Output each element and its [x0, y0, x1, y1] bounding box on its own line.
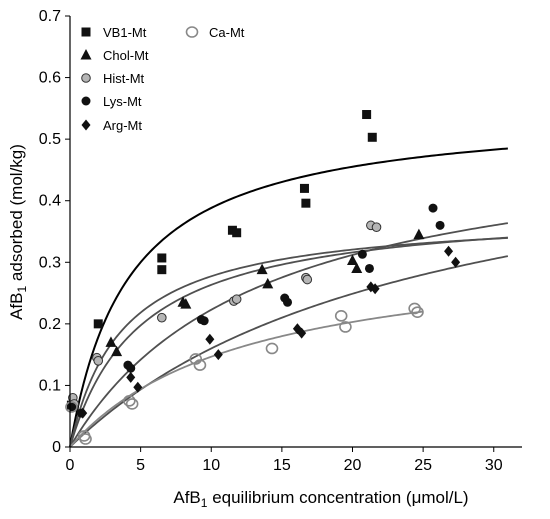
x-tick-label: 25 [414, 457, 432, 474]
x-axis-label: AfB1 equilibrium concentration (μmol/L) [173, 488, 468, 510]
point-ca-mt [123, 395, 136, 407]
point-hist-mt [157, 312, 167, 323]
point-hist-mt [93, 356, 104, 366]
point-arg-mt [297, 327, 307, 339]
x-tick-label: 30 [485, 457, 503, 474]
point-ca-mt [125, 398, 139, 410]
point-lys-mt [428, 203, 438, 213]
point-lys-mt [126, 363, 136, 373]
point-arg-mt [444, 245, 454, 257]
legend-item-hist-mt: Hist-Mt [81, 71, 145, 86]
legend-label-vb1-mt: VB1-Mt [103, 25, 147, 40]
y-tick-label: 0.1 [39, 377, 61, 394]
fit-curve-lys-mt [69, 222, 509, 448]
point-arg-mt [370, 283, 380, 295]
fit-curve-vb1-mt [69, 147, 508, 448]
legend-marker-chol-mt [80, 49, 92, 60]
y-tick-label: 0.2 [39, 316, 61, 333]
y-tick-label: 0.6 [39, 70, 61, 87]
legend-marker-ca-mt [185, 26, 199, 38]
x-axis-label-sub: 1 [201, 496, 208, 510]
point-arg-mt [451, 256, 461, 268]
point-vb1-mt [232, 228, 242, 238]
x-tick-label: 15 [273, 457, 291, 474]
legend-label-lys-mt: Lys-Mt [103, 94, 142, 109]
legend-marker-arg-mt [81, 119, 91, 131]
x-tick-label: 10 [202, 457, 220, 474]
y-axis-label: AfB1 adsorbed (mol/kg) [7, 144, 29, 320]
legend-marker-lys-mt [81, 96, 91, 106]
point-hist-mt [231, 294, 242, 305]
y-axis-label-sub: 1 [15, 286, 29, 293]
y-tick-label: 0.4 [39, 193, 61, 210]
point-lys-mt [199, 316, 209, 326]
point-chol-mt [111, 345, 123, 357]
point-ca-mt [334, 310, 348, 322]
fit-curve-arg-mt [69, 255, 509, 448]
x-tick-label: 5 [136, 457, 145, 474]
x-axis-label-post: equilibrium concentration (μmol/L) [207, 488, 468, 507]
axes-group [69, 16, 522, 448]
point-arg-mt [133, 381, 143, 393]
y-tick-label: 0.7 [39, 8, 61, 25]
legend-item-lys-mt: Lys-Mt [81, 94, 142, 109]
legend-label-ca-mt: Ca-Mt [209, 25, 245, 40]
point-ca-mt [79, 433, 92, 445]
point-chol-mt [347, 254, 358, 265]
fit-curve-hist-mt [69, 236, 508, 448]
point-lys-mt [364, 263, 374, 273]
point-chol-mt [105, 336, 117, 347]
point-ca-mt [411, 306, 424, 318]
legend-label-hist-mt: Hist-Mt [103, 71, 145, 86]
point-ca-mt [193, 359, 207, 371]
point-lys-mt [435, 220, 445, 230]
legend-marker-hist-mt [81, 73, 91, 83]
point-vb1-mt [301, 198, 311, 208]
ticks-group: 0 5 10 15 20 25 30 0 0.1 0.2 0.3 0.4 0.5 0.6 0.7 [39, 8, 503, 474]
point-ca-mt [189, 353, 203, 365]
point-chol-mt [256, 263, 268, 275]
y-tick-label: 0 [52, 439, 61, 456]
point-vb1-mt [93, 319, 103, 329]
point-vb1-mt [299, 183, 309, 193]
legend-item-chol-mt: Chol-Mt [80, 48, 149, 63]
point-lys-mt [357, 249, 367, 259]
y-tick-label: 0.5 [39, 131, 61, 148]
point-arg-mt [205, 333, 215, 345]
x-axis-label-pre: AfB [173, 488, 200, 507]
point-ca-mt [65, 401, 78, 413]
point-chol-mt [413, 228, 425, 240]
point-vb1-mt [157, 253, 167, 263]
point-vb1-mt [157, 265, 167, 275]
point-hist-mt [371, 222, 382, 232]
point-vb1-mt [367, 132, 377, 142]
point-chol-mt [180, 298, 192, 309]
data-points-group [65, 110, 461, 445]
legend-item-arg-mt: Arg-Mt [81, 118, 142, 133]
point-chol-mt [262, 277, 274, 289]
point-arg-mt [126, 371, 136, 383]
x-tick-label: 0 [66, 457, 75, 474]
point-hist-mt [302, 274, 313, 285]
point-lys-mt [283, 297, 293, 307]
legend-label-arg-mt: Arg-Mt [103, 118, 142, 133]
point-ca-mt [265, 342, 279, 355]
legend: VB1-Mt Chol-Mt Hist-Mt Lys-Mt Arg-Mt Ca-Mt [80, 25, 245, 133]
y-axis-label-pre: AfB [7, 293, 26, 320]
legend-marker-vb1-mt [81, 27, 91, 37]
legend-label-chol-mt: Chol-Mt [103, 48, 149, 63]
y-tick-label: 0.3 [39, 254, 61, 271]
y-axis-label-post: adsorbed (mol/kg) [7, 144, 26, 286]
point-vb1-mt [362, 110, 372, 120]
point-ca-mt [339, 321, 352, 333]
legend-item-vb1-mt: VB1-Mt [81, 25, 147, 40]
legend-item-ca-mt: Ca-Mt [185, 25, 245, 40]
point-arg-mt [213, 349, 223, 361]
point-arg-mt [78, 407, 88, 419]
point-chol-mt [351, 262, 363, 273]
x-tick-label: 20 [344, 457, 362, 474]
